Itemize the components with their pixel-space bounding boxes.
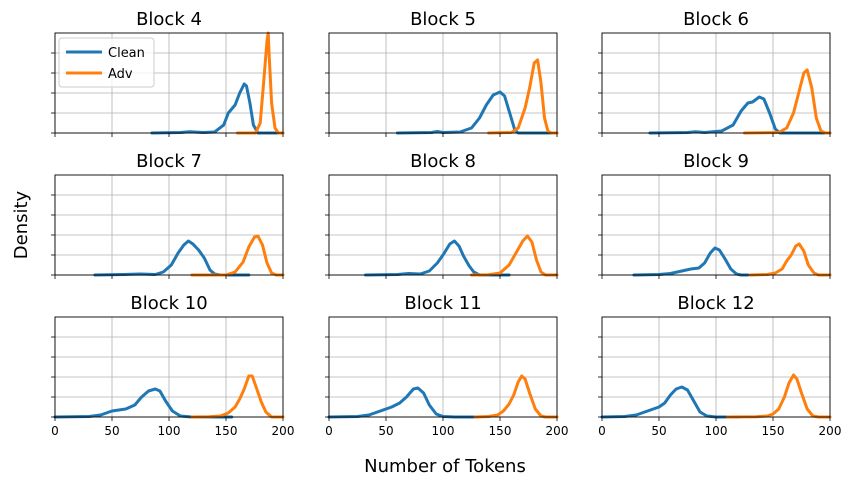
panel-title: Block 6 (683, 9, 749, 30)
panel-7: 0 50 100 150 200 Block 10 (51, 293, 294, 438)
series-adv-line (190, 234, 285, 277)
series-adv-line (470, 234, 559, 277)
series-adv-line (487, 58, 559, 135)
x-tick-label: 50 (104, 424, 119, 438)
series-clean-line (364, 239, 511, 277)
x-tick-label: 200 (819, 424, 842, 438)
panel-title: Block 10 (130, 293, 207, 314)
series-adv-line (725, 373, 832, 419)
series-adv-line (190, 374, 285, 419)
panel-9: 0 50 100 150 200 Block 12 (598, 293, 841, 438)
panel-title: Block 8 (410, 151, 476, 172)
x-tick-label: 150 (215, 424, 238, 438)
panel-title: Block 11 (404, 293, 481, 314)
panel-6: Block 9 (598, 151, 832, 279)
panel-title: Block 4 (136, 9, 202, 30)
series-clean-line (600, 385, 741, 419)
x-tick-label: 100 (705, 424, 728, 438)
panel-3: Block 6 (598, 9, 832, 137)
panel-2: Block 5 (325, 9, 559, 137)
panel-4: Block 7 (51, 151, 285, 279)
x-tick-label: 0 (51, 424, 59, 438)
x-tick-label: 100 (432, 424, 455, 438)
legend-clean-label: Clean (108, 46, 145, 61)
series-clean-line (648, 95, 832, 135)
x-tick-label: 0 (598, 424, 606, 438)
series-clean-line (327, 386, 479, 419)
legend: Clean Adv (58, 37, 155, 88)
x-tick-label: 0 (325, 424, 333, 438)
series-adv-line (473, 374, 559, 419)
x-axis-label: Number of Tokens (364, 456, 526, 477)
panel-title: Block 12 (677, 293, 754, 314)
panel-title: Block 9 (683, 151, 749, 172)
x-tick-label: 50 (651, 424, 666, 438)
panel-8: 0 50 100 150 200 Block 11 (325, 293, 568, 438)
legend-frame (58, 37, 155, 88)
legend-adv-label: Adv (108, 67, 133, 82)
series-clean-line (150, 82, 285, 135)
series-clean-line (53, 387, 234, 419)
x-tick-label: 200 (272, 424, 295, 438)
x-tick-label: 100 (158, 424, 181, 438)
panel-title: Block 7 (136, 151, 202, 172)
x-tick-label: 150 (762, 424, 785, 438)
series-clean-line (395, 90, 559, 135)
panel-5: Block 8 (325, 151, 559, 279)
y-axis-label: Density (11, 190, 32, 259)
panel-1: Block 4 (51, 9, 285, 137)
panels-grid: Block 4 Block 5 Block 6 Block 7 Block 8 Block… (51, 9, 841, 438)
series-clean-line (93, 239, 251, 277)
series-adv-line (748, 242, 832, 277)
panel-title: Block 5 (410, 9, 476, 30)
x-tick-label: 50 (378, 424, 393, 438)
x-tick-label: 150 (489, 424, 512, 438)
series-adv-line (743, 68, 832, 135)
x-tick-label: 200 (546, 424, 569, 438)
series-clean-line (632, 246, 750, 277)
